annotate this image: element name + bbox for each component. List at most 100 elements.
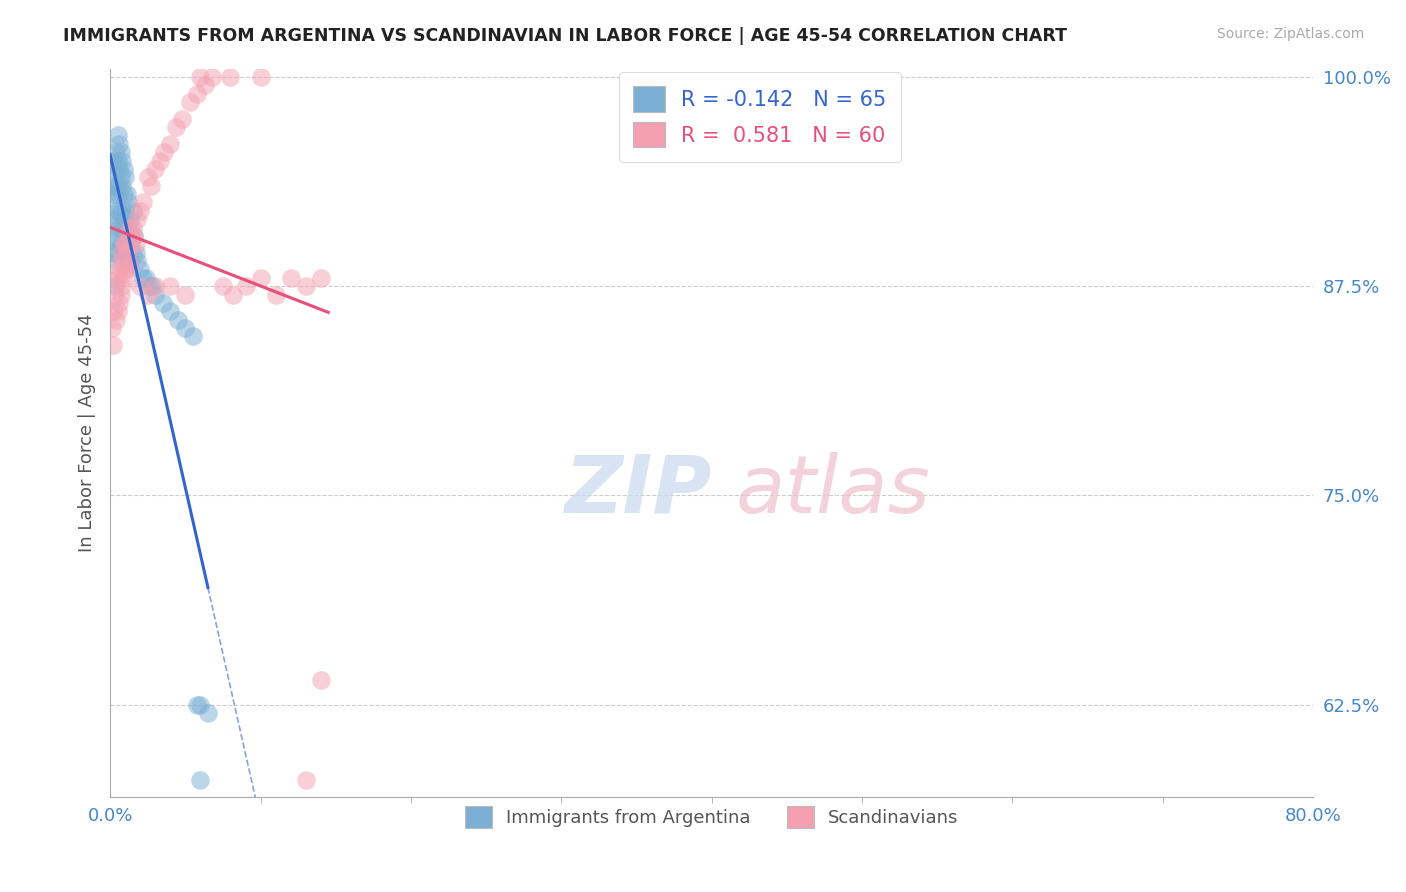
Y-axis label: In Labor Force | Age 45-54: In Labor Force | Age 45-54 (79, 313, 96, 552)
Point (249, 70, 271, 84)
Text: IMMIGRANTS FROM ARGENTINA VS SCANDINAVIAN IN LABOR FORCE | AGE 45-54 CORRELATION: IMMIGRANTS FROM ARGENTINA VS SCANDINAVIA… (63, 27, 1067, 45)
Point (108, 187, 131, 202)
Point (110, 237, 132, 252)
Point (107, 270, 129, 285)
Point (212, 279, 235, 293)
Point (104, 161, 127, 176)
Point (294, 279, 316, 293)
Point (118, 220, 141, 235)
Point (138, 279, 160, 293)
Point (110, 287, 132, 301)
Text: Source: ZipAtlas.com: Source: ZipAtlas.com (1216, 27, 1364, 41)
Point (100, 178, 122, 193)
Point (132, 195, 155, 210)
Point (115, 220, 138, 235)
Point (280, 270, 302, 285)
Point (111, 245, 134, 260)
Point (118, 257, 141, 271)
Point (132, 270, 155, 285)
Point (117, 229, 139, 244)
Point (110, 203, 132, 218)
Point (117, 262, 139, 277)
Point (186, 87, 208, 101)
Point (249, 270, 271, 285)
Point (172, 112, 194, 126)
Point (114, 170, 136, 185)
Point (118, 212, 141, 227)
Point (107, 153, 129, 168)
Point (190, 772, 212, 787)
Point (122, 229, 145, 244)
Point (194, 78, 217, 93)
Point (112, 161, 135, 176)
Point (101, 229, 124, 244)
Point (121, 203, 143, 218)
Point (112, 187, 135, 202)
Point (235, 279, 257, 293)
Point (107, 178, 129, 193)
Point (122, 229, 145, 244)
Point (112, 237, 135, 252)
Point (125, 245, 148, 260)
Point (309, 270, 332, 285)
Point (149, 153, 172, 168)
Point (111, 279, 134, 293)
Point (118, 254, 141, 268)
Point (110, 170, 132, 185)
Point (121, 220, 143, 235)
Point (114, 237, 136, 252)
Point (108, 262, 131, 277)
Point (105, 270, 128, 285)
Point (112, 245, 135, 260)
Point (104, 287, 127, 301)
Point (264, 287, 287, 301)
Point (153, 145, 176, 160)
Point (105, 178, 128, 193)
Point (117, 195, 139, 210)
Point (141, 279, 163, 293)
Point (111, 153, 134, 168)
Text: atlas: atlas (735, 452, 931, 530)
Point (159, 304, 181, 318)
Point (107, 128, 129, 143)
Point (104, 187, 127, 202)
Point (108, 161, 131, 176)
Point (197, 706, 219, 720)
Point (190, 70, 212, 84)
Point (117, 229, 139, 244)
Point (108, 220, 131, 235)
Point (114, 237, 136, 252)
Point (135, 270, 157, 285)
Point (101, 337, 124, 351)
Point (107, 237, 129, 252)
Point (120, 237, 142, 252)
Point (115, 245, 138, 260)
Point (309, 673, 332, 687)
Point (108, 296, 131, 310)
Point (129, 279, 152, 293)
Point (100, 220, 122, 235)
Point (100, 245, 122, 260)
Point (159, 279, 181, 293)
Point (222, 287, 245, 301)
Point (139, 178, 162, 193)
Legend: Immigrants from Argentina, Scandinavians: Immigrants from Argentina, Scandinavians (457, 798, 966, 835)
Point (111, 220, 134, 235)
Point (110, 254, 132, 268)
Point (104, 279, 127, 293)
Point (181, 329, 204, 343)
Text: ZIP: ZIP (564, 452, 711, 530)
Point (152, 296, 174, 310)
Point (143, 279, 166, 293)
Point (105, 203, 128, 218)
Point (129, 262, 152, 277)
Point (104, 212, 127, 227)
Point (294, 772, 316, 787)
Point (125, 237, 148, 252)
Point (105, 312, 128, 326)
Point (110, 145, 132, 160)
Point (143, 161, 166, 176)
Point (127, 254, 149, 268)
Point (165, 120, 187, 135)
Point (136, 287, 159, 301)
